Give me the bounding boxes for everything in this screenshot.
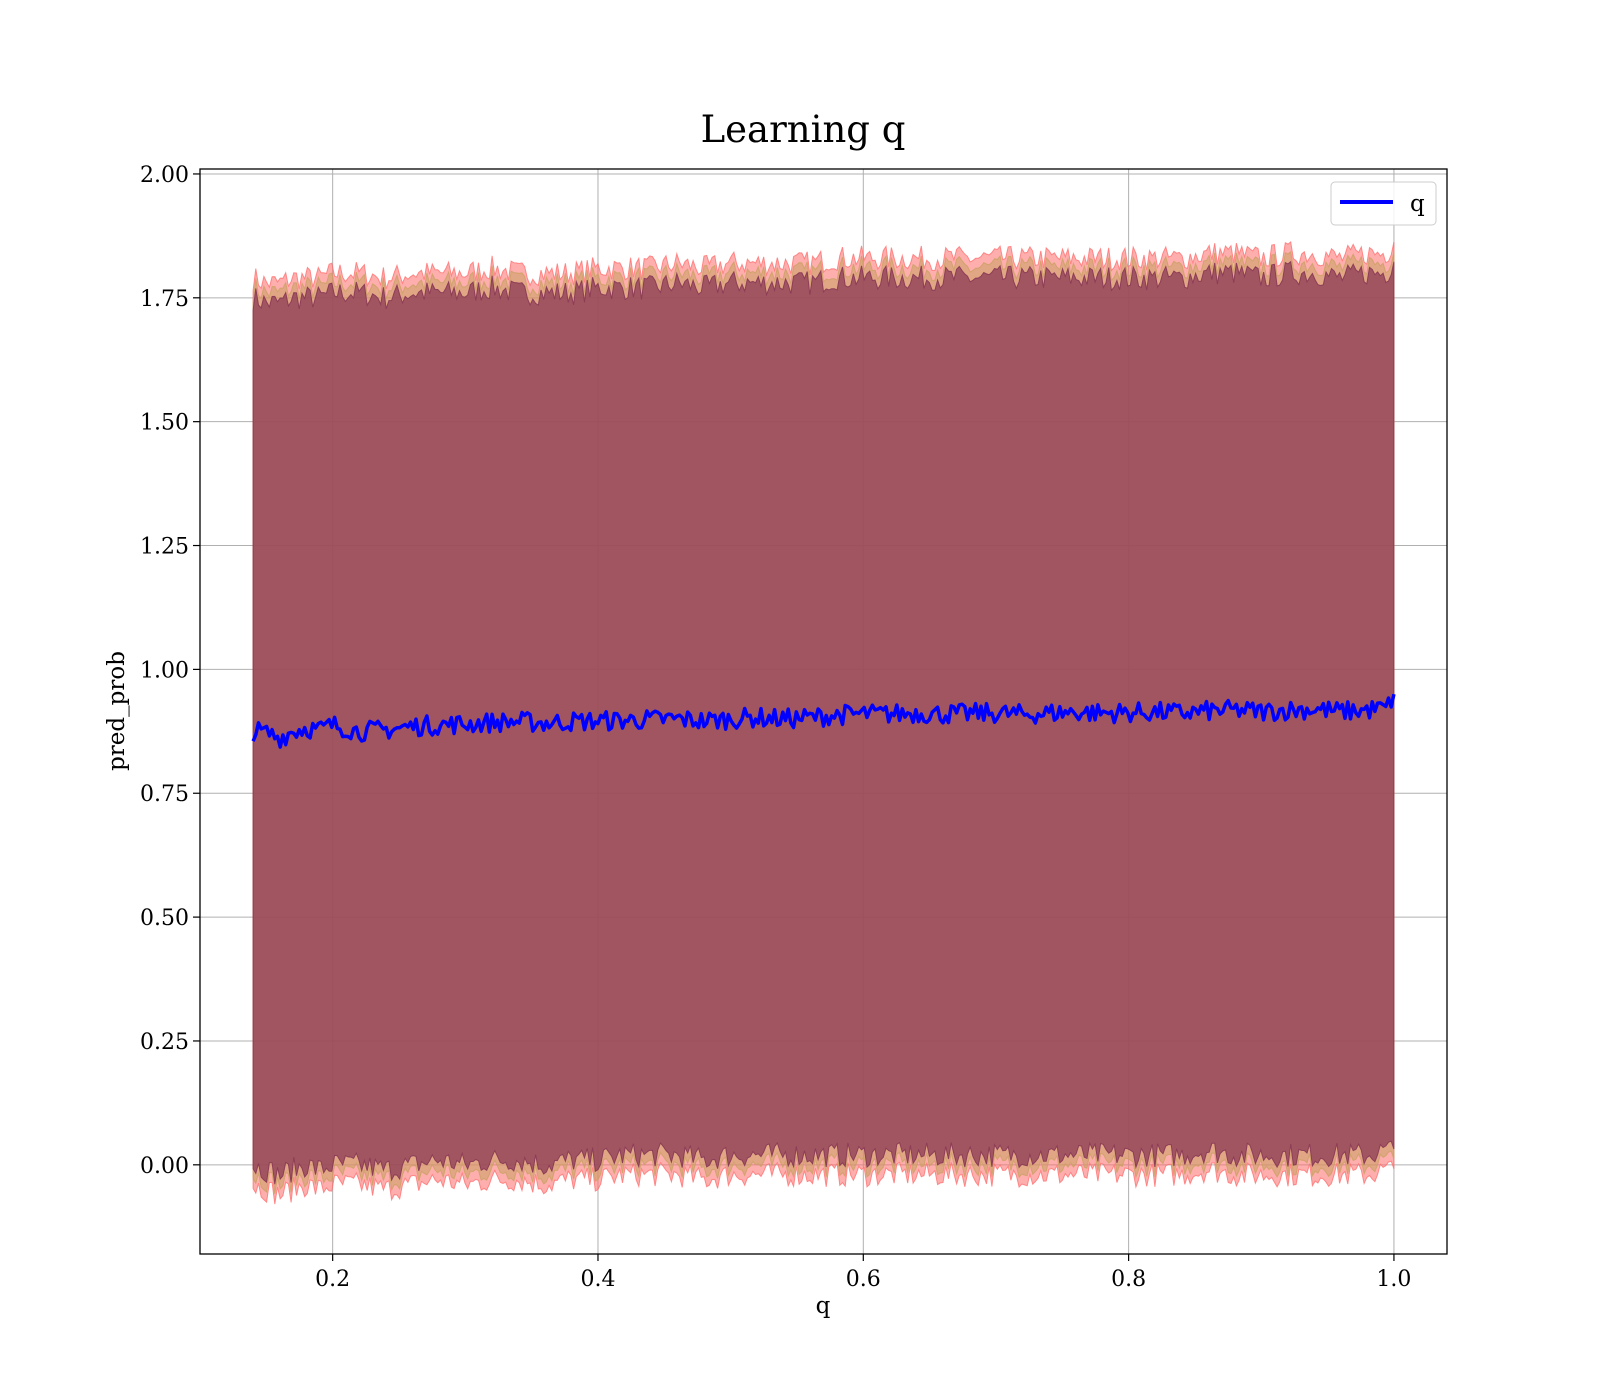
x-tick-label: 0.2: [315, 1267, 350, 1292]
legend-label-q: q: [1410, 191, 1425, 217]
y-tick-label: 1.75: [140, 287, 189, 312]
y-tick-label: 1.00: [140, 658, 189, 683]
plot-frame: [199, 168, 1448, 1255]
x-tick-label: 0.4: [580, 1267, 615, 1292]
chart-title: Learning q: [701, 108, 906, 151]
y-tick-label: 0.50: [140, 906, 189, 931]
legend: q: [1330, 181, 1437, 226]
y-tick-label: 1.25: [140, 535, 189, 560]
y-axis-title: pred_prob: [104, 651, 130, 771]
y-tick-label: 0.25: [140, 1030, 189, 1055]
x-tick-label: 1.0: [1376, 1267, 1411, 1292]
y-tick-label: 1.50: [140, 411, 189, 436]
x-axis-title: q: [816, 1293, 831, 1319]
x-tick-label: 0.8: [1111, 1267, 1146, 1292]
series-lines: [251, 693, 1396, 749]
x-tick-label: 0.6: [846, 1267, 881, 1292]
y-tick-label: 2.00: [140, 163, 189, 188]
axis-ticks: 0.2 0.4 0.6 0.8 1.0 0.00 0.25 0.50 0.75 1.00 1.25 1…: [140, 163, 1411, 1292]
series-line-q: [251, 693, 1396, 749]
y-tick-label: 0.75: [140, 782, 189, 807]
y-tick-label: 0.00: [140, 1154, 189, 1179]
